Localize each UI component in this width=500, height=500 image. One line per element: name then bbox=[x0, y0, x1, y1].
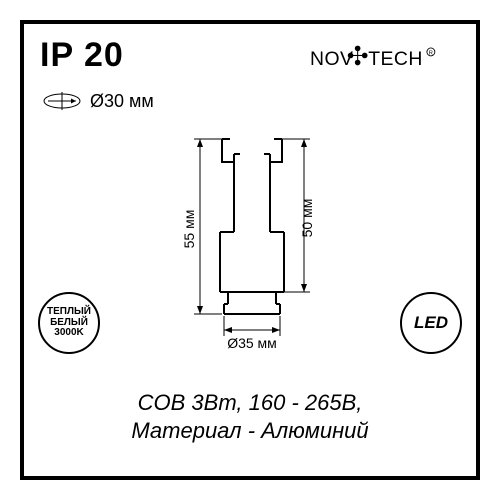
dim-55: 55 мм bbox=[181, 210, 197, 249]
svg-text:R: R bbox=[429, 51, 433, 57]
led-badge: LED bbox=[400, 292, 462, 354]
dim-35: Ø35 мм bbox=[227, 335, 277, 351]
svg-text:NOV: NOV bbox=[310, 48, 353, 70]
ip-rating: IP 20 bbox=[40, 36, 124, 75]
novotech-logo: NOV TECH R bbox=[310, 44, 460, 74]
outer-frame: IP 20 NOV TECH R Ø30 мм bbox=[20, 20, 480, 480]
led-text: LED bbox=[414, 314, 448, 332]
cutout-label: Ø30 мм bbox=[90, 91, 154, 112]
dim-50: 50 мм bbox=[299, 199, 315, 238]
cutout-icon bbox=[42, 90, 82, 112]
warm-line3: 3000K bbox=[54, 328, 83, 339]
inner-content: IP 20 NOV TECH R Ø30 мм bbox=[36, 36, 464, 464]
spec-lines: COB 3Вт, 160 - 265В, Материал - Алюминий bbox=[36, 389, 464, 444]
warm-white-badge: ТЕПЛЫЙ БЕЛЫЙ 3000K bbox=[38, 292, 100, 354]
spec-line1: COB 3Вт, 160 - 265В, bbox=[36, 389, 464, 417]
spec-line2: Материал - Алюминий bbox=[36, 417, 464, 445]
cutout-row: Ø30 мм bbox=[42, 90, 154, 112]
fixture-diagram: 55 мм 50 мм bbox=[152, 124, 352, 364]
svg-text:TECH: TECH bbox=[368, 48, 423, 70]
